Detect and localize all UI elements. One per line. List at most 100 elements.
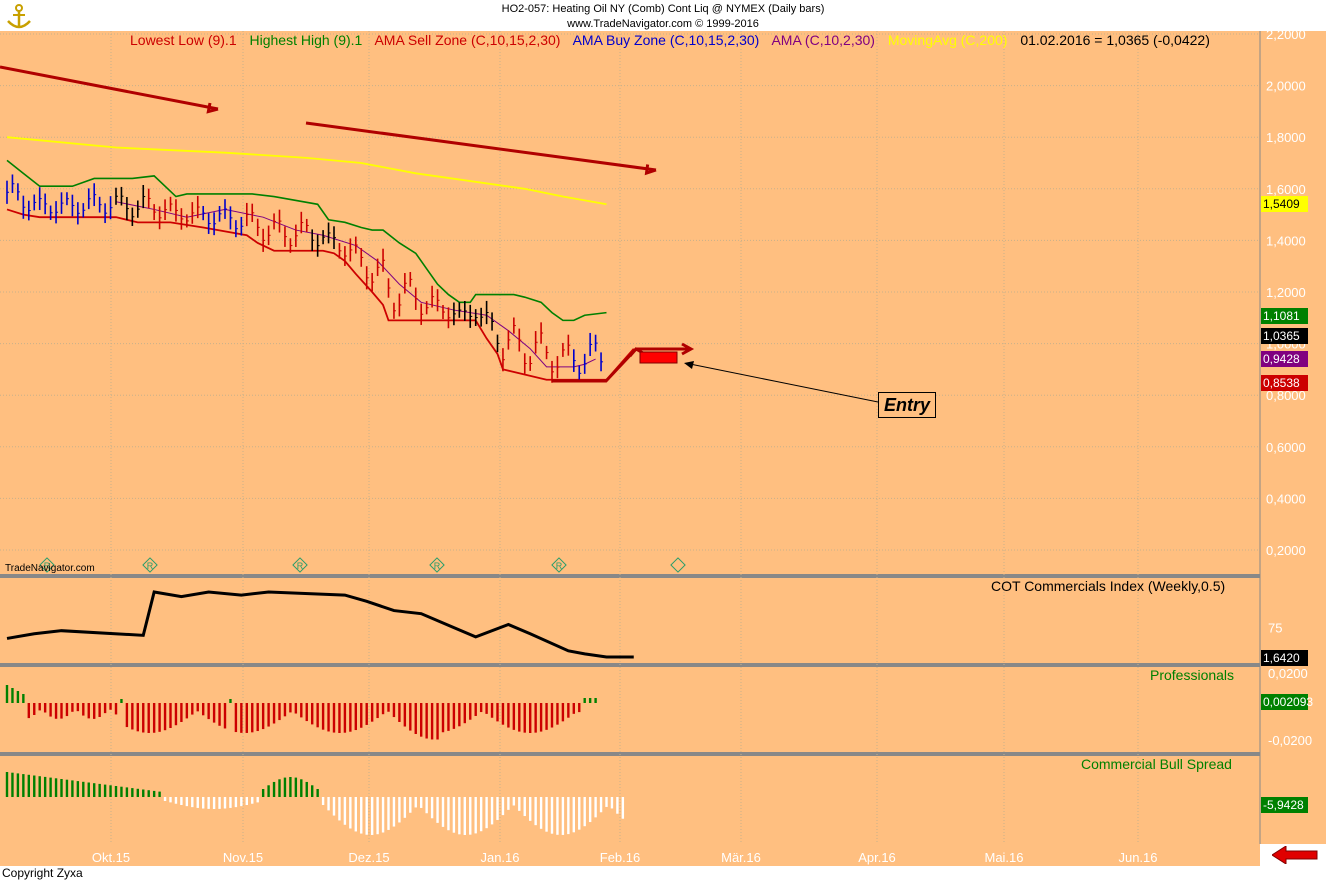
professionals-bar [452, 703, 456, 729]
bull-spread-bar [463, 797, 466, 835]
bull-spread-bar [152, 790, 156, 797]
bull-spread-bar [447, 797, 450, 831]
professionals-bar [425, 703, 428, 739]
legend-last-value: 01.02.2016 = 1,0365 (-0,0422) [1020, 32, 1210, 48]
bull-spread-bar [616, 797, 619, 814]
bull-spread-bar [240, 797, 243, 807]
bull-spread-bar [136, 788, 139, 797]
professionals-bar [33, 703, 36, 715]
professionals-bar [376, 703, 379, 719]
bull-spread-bar [229, 797, 232, 808]
x-tick-label: Feb.16 [600, 850, 640, 865]
chart-subtitle: www.TradeNavigator.com © 1999-2016 [567, 18, 759, 30]
bull-spread-bar [610, 797, 614, 809]
time-axis-background [0, 844, 1260, 866]
bull-spread-panel-background [0, 756, 1260, 844]
bull-spread-bar [332, 797, 336, 816]
series-line-ama [115, 201, 596, 368]
professionals-bar [120, 699, 123, 703]
professionals-bar [49, 703, 52, 717]
legend: Lowest Low (9).1 Highest High (9).1 AMA … [130, 32, 1219, 48]
professionals-panel-label: Professionals [1150, 667, 1235, 683]
professionals-bar [43, 703, 47, 713]
bull-spread-bar [305, 781, 308, 797]
professionals-bar [229, 699, 232, 703]
bull-spread-bar [278, 779, 281, 797]
bull-spread-bar [425, 797, 428, 814]
bull-spread-bar [458, 797, 461, 835]
legend-ama-sell: AMA Sell Zone (C,10,15,2,30) [374, 32, 561, 48]
professionals-bar [212, 703, 216, 723]
x-tick-label: Jan.16 [480, 850, 519, 865]
bull-spread-bar [180, 797, 183, 805]
professionals-bar [218, 703, 221, 726]
y-tick-label: 0,2000 [1266, 543, 1306, 558]
rollover-marker-label: R [556, 561, 563, 571]
professionals-bar [501, 703, 505, 725]
professionals-bar [561, 703, 565, 722]
bull-spread-bar [599, 797, 603, 813]
rollover-marker-label: R [297, 561, 304, 571]
professionals-bar [60, 703, 63, 719]
future-rollover-marker [670, 557, 686, 573]
x-tick-label: Dez.15 [348, 850, 389, 865]
professionals-bar [360, 703, 363, 728]
cot-index-line [6, 590, 634, 659]
entry-path-line [552, 347, 690, 383]
professionals-bar [463, 703, 466, 724]
professionals-bar [65, 703, 69, 717]
bull-spread-bar [594, 797, 597, 818]
close-price-tag: 1,0365 [1261, 328, 1308, 344]
professionals-bar [267, 703, 270, 727]
rollover-marker [39, 557, 55, 573]
bull-spread-bar [71, 780, 74, 797]
gridlines [0, 31, 1260, 844]
bull-spread-bar [207, 797, 210, 809]
bull-spread-bar [60, 779, 63, 797]
bull-spread-bar [93, 783, 96, 797]
x-tick-label: Mär.16 [721, 850, 761, 865]
professionals-bar [125, 703, 129, 728]
bull-spread-bar [545, 797, 548, 832]
professionals-bar [583, 698, 586, 703]
bull-spread-bar [223, 797, 227, 809]
professionals-bar [474, 703, 477, 716]
bull-spread-bar [414, 797, 417, 808]
professionals-bar [539, 703, 543, 732]
anchor-logo-icon[interactable] [4, 3, 34, 31]
professionals-bar [321, 703, 325, 730]
professionals-bar [420, 703, 423, 737]
bull-spread-bar [392, 797, 396, 827]
bull-spread-bar [512, 797, 516, 806]
scroll-left-arrow-icon[interactable] [1272, 846, 1318, 864]
professionals-bar [261, 703, 265, 730]
professionals-bar [103, 703, 107, 714]
professionals-bar [409, 703, 412, 731]
professionals-bar [529, 703, 532, 733]
bull-spread-bar [360, 797, 363, 834]
bull-spread-bar [420, 797, 423, 808]
bull-spread-bar [381, 797, 385, 833]
bull-spread-bar [245, 797, 248, 805]
trend-arrow-2-head [644, 164, 657, 176]
x-tick-label: Nov.15 [223, 850, 263, 865]
professionals-bar [87, 703, 90, 719]
professionals-bar [5, 685, 9, 703]
bull-spread-bar [534, 797, 537, 826]
professionals-bar [572, 703, 575, 714]
professionals-bar [534, 703, 537, 733]
watermark: TradeNavigator.com [5, 563, 95, 574]
professionals-bar [98, 703, 101, 717]
y-tick-label: 0,6000 [1266, 440, 1306, 455]
panel-divider [0, 663, 1260, 667]
bull-spread-bar [311, 785, 314, 797]
bull-spread-bar [485, 797, 488, 829]
professionals-bar [142, 703, 145, 733]
professionals-bar [550, 703, 554, 728]
professionals-bar [398, 703, 401, 722]
y-tick-label: 1,2000 [1266, 285, 1306, 300]
bull-spread-bar [321, 797, 325, 805]
bull-spread-bar [185, 797, 189, 807]
bull-spread-bar [49, 777, 52, 797]
professionals-bar [343, 703, 347, 733]
